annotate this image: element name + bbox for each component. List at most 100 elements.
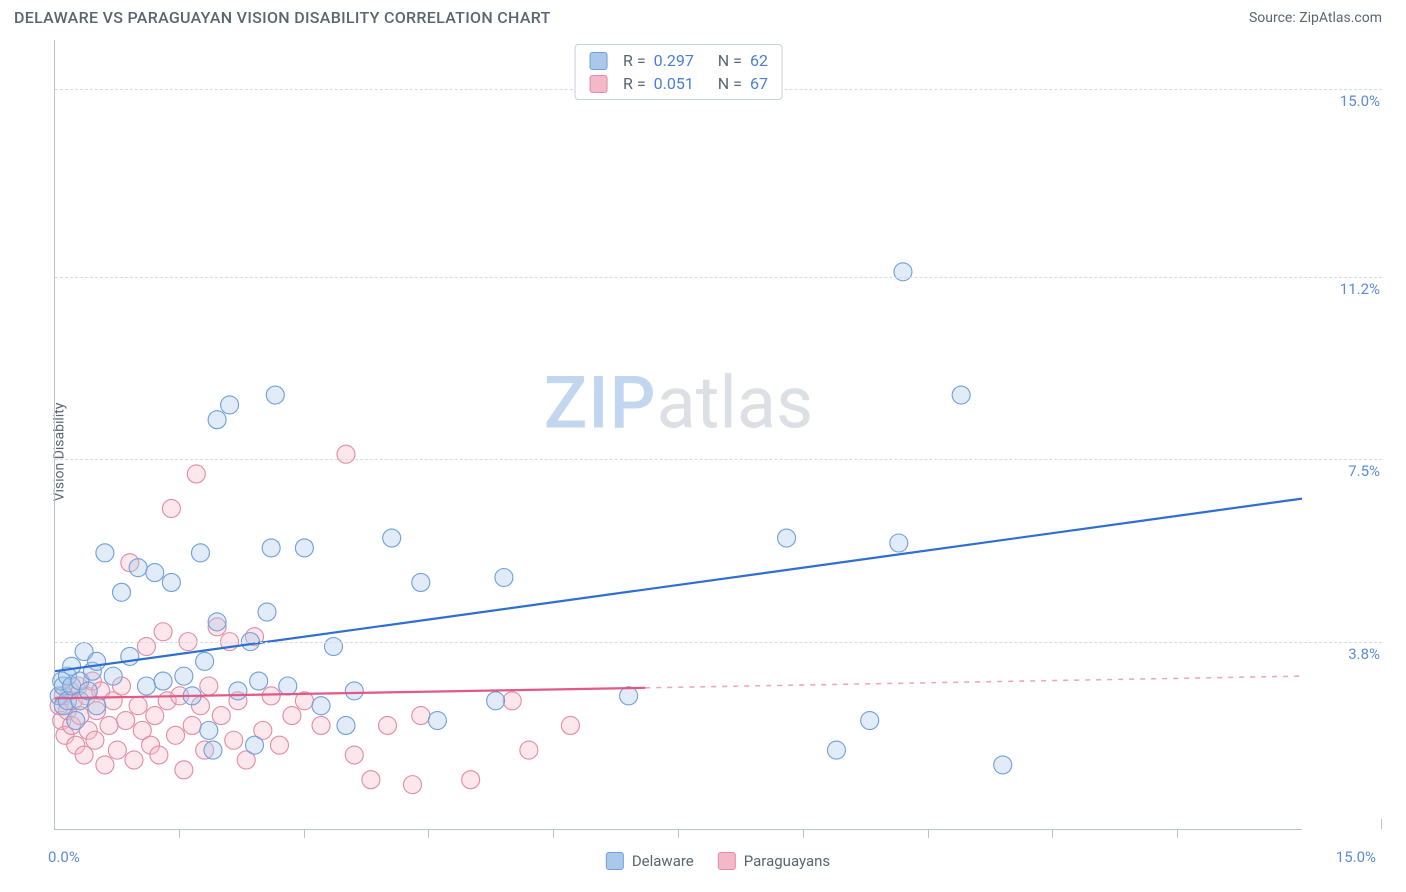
data-point	[337, 716, 355, 734]
data-point	[495, 569, 513, 587]
data-point	[167, 726, 185, 744]
data-point	[187, 465, 205, 483]
data-point	[137, 638, 155, 656]
data-point	[312, 716, 330, 734]
data-point	[208, 613, 226, 631]
chart-container: Vision Disability ZIPatlas R = 0.297 N =…	[14, 40, 1382, 864]
source-attribution: Source: ZipAtlas.com	[1249, 10, 1382, 26]
data-point	[250, 672, 268, 690]
data-point	[212, 707, 230, 725]
legend-item-1: Delaware	[606, 852, 694, 870]
y-tick-label: 15.0%	[1340, 92, 1380, 110]
trend-line	[55, 499, 1302, 672]
data-point	[778, 529, 796, 547]
data-point	[221, 396, 239, 414]
data-point	[262, 539, 280, 557]
data-point	[75, 746, 93, 764]
r-value-1: 0.297	[654, 51, 694, 70]
gridline	[55, 459, 1382, 460]
data-point	[129, 559, 147, 577]
data-point	[108, 741, 126, 759]
x-tick	[304, 830, 305, 838]
data-point	[246, 736, 264, 754]
data-point	[88, 652, 106, 670]
data-point	[827, 741, 845, 759]
data-point	[67, 712, 85, 730]
x-max-label: 15.0%	[1336, 848, 1376, 866]
x-ticks	[54, 830, 1302, 842]
source-prefix: Source:	[1249, 10, 1299, 26]
right-tick	[1381, 819, 1382, 829]
data-point	[196, 652, 214, 670]
x-axis-labels: 0.0% 15.0% Delaware Paraguayans	[54, 846, 1382, 866]
data-point	[175, 761, 193, 779]
data-point	[412, 707, 430, 725]
x-tick	[678, 830, 679, 838]
gridline	[55, 277, 1382, 278]
data-point	[146, 707, 164, 725]
data-point	[894, 263, 912, 281]
data-point	[137, 677, 155, 695]
scatter-svg	[55, 40, 1302, 829]
data-point	[861, 712, 879, 730]
x-tick	[803, 830, 804, 838]
legend-item-2: Paraguayans	[718, 852, 830, 870]
data-point	[88, 697, 106, 715]
correlation-row-1: R = 0.297 N = 62	[589, 51, 768, 70]
series-legend: Delaware Paraguayans	[606, 852, 830, 870]
n-label: N =	[718, 74, 742, 93]
data-point	[208, 411, 226, 429]
legend-label-2: Paraguayans	[744, 852, 830, 870]
data-point	[952, 386, 970, 404]
swatch-series-2	[589, 75, 607, 93]
n-value-1: 62	[750, 51, 768, 70]
data-point	[117, 712, 135, 730]
data-point	[312, 697, 330, 715]
data-point	[113, 583, 131, 601]
chart-title: DELAWARE VS PARAGUAYAN VISION DISABILITY…	[14, 8, 551, 27]
y-tick-label: 3.8%	[1348, 645, 1380, 663]
data-point	[337, 445, 355, 463]
data-point	[520, 741, 538, 759]
n-value-2: 67	[750, 74, 768, 93]
data-point	[283, 707, 301, 725]
data-point	[146, 564, 164, 582]
trend-line-extrapolated	[645, 676, 1302, 688]
data-point	[200, 721, 218, 739]
correlation-legend: R = 0.297 N = 62 R = 0.051 N = 67	[574, 44, 783, 100]
data-point	[403, 776, 421, 794]
data-point	[225, 731, 243, 749]
data-point	[994, 756, 1012, 774]
x-min-label: 0.0%	[48, 848, 80, 866]
data-point	[125, 751, 143, 769]
data-point	[229, 682, 247, 700]
data-point	[412, 573, 430, 591]
data-point	[86, 731, 104, 749]
data-point	[175, 667, 193, 685]
n-label: N =	[718, 51, 742, 70]
source-link[interactable]: ZipAtlas.com	[1299, 10, 1382, 26]
x-tick	[553, 830, 554, 838]
data-point	[191, 544, 209, 562]
swatch-paraguayans	[718, 852, 736, 870]
data-point	[154, 623, 172, 641]
x-tick	[928, 830, 929, 838]
data-point	[279, 677, 297, 695]
data-point	[266, 386, 284, 404]
data-point	[104, 667, 122, 685]
data-point	[162, 573, 180, 591]
data-point	[129, 697, 147, 715]
data-point	[890, 534, 908, 552]
data-point	[295, 539, 313, 557]
x-tick	[1052, 830, 1053, 838]
data-point	[262, 687, 280, 705]
data-point	[270, 736, 288, 754]
data-point	[96, 544, 114, 562]
r-label: R =	[623, 51, 646, 70]
data-point	[154, 672, 172, 690]
y-tick-label: 7.5%	[1348, 462, 1380, 480]
x-tick	[179, 830, 180, 838]
data-point	[620, 687, 638, 705]
data-point	[428, 712, 446, 730]
legend-label-1: Delaware	[632, 852, 694, 870]
